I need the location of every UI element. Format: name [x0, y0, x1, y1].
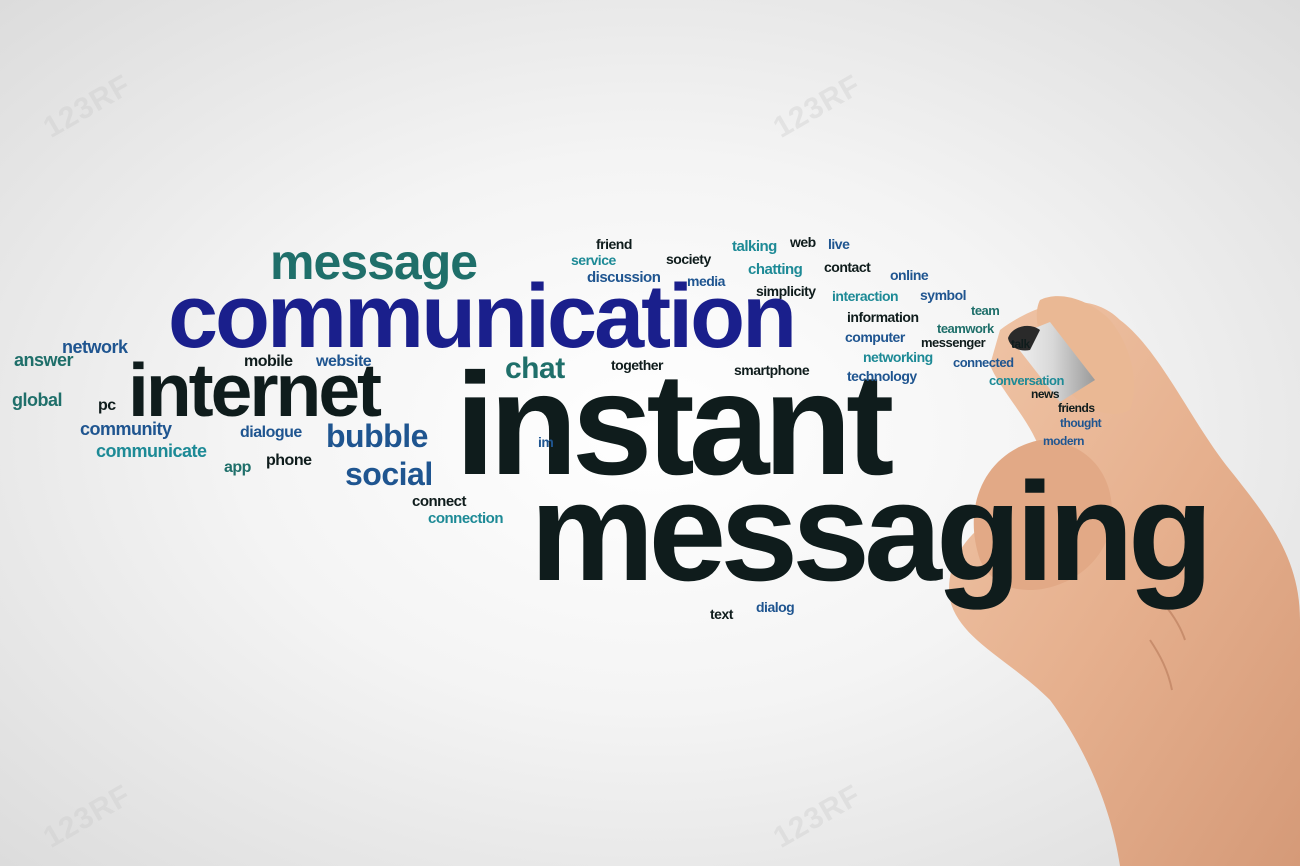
word-teamwork: teamwork: [937, 321, 994, 336]
marker-tip: [1008, 325, 1040, 351]
word-together: together: [611, 357, 664, 373]
word-app: app: [224, 459, 251, 476]
word-contact: contact: [824, 259, 871, 275]
word-answer: answer: [14, 350, 74, 370]
word-computer: computer: [845, 329, 905, 345]
word-website: website: [316, 353, 372, 370]
word-text: text: [710, 606, 733, 622]
word-interaction: interaction: [832, 288, 899, 304]
word-smartphone: smartphone: [734, 362, 810, 378]
word-simplicity: simplicity: [756, 283, 816, 299]
word-mobile: mobile: [244, 353, 293, 370]
word-team: team: [971, 303, 1000, 318]
word-messenger: messenger: [921, 335, 986, 350]
index-finger: [1036, 296, 1134, 414]
word-friend: friend: [596, 236, 632, 252]
word-social: social: [345, 456, 433, 492]
word-service: service: [571, 252, 616, 268]
word-thought: thought: [1060, 416, 1102, 430]
word-discussion: discussion: [587, 269, 661, 286]
word-im: im: [538, 434, 554, 450]
word-networking: networking: [863, 349, 933, 365]
word-connect: connect: [412, 493, 467, 510]
word-conversation: conversation: [989, 373, 1064, 388]
word-connection: connection: [428, 510, 504, 527]
word-chat: chat: [505, 352, 565, 385]
word-network: network: [62, 337, 128, 357]
word-messaging: messaging: [530, 453, 1213, 610]
word-information: information: [847, 309, 919, 325]
word-online: online: [890, 267, 929, 283]
word-dialogue: dialogue: [240, 424, 302, 441]
word-media: media: [687, 273, 725, 289]
word-society: society: [666, 251, 711, 267]
word-communication: communication: [168, 267, 797, 367]
word-talk: talk: [1011, 337, 1030, 351]
word-live: live: [828, 236, 850, 252]
word-internet: internet: [128, 348, 382, 432]
word-global: global: [12, 390, 63, 410]
thumb: [973, 440, 1112, 590]
word-dialog: dialog: [756, 599, 795, 615]
word-phone: phone: [266, 452, 312, 469]
word-friends: friends: [1058, 401, 1095, 415]
word-bubble: bubble: [326, 418, 428, 454]
hand-palm: [949, 301, 1300, 866]
word-message: message: [270, 234, 478, 290]
word-talking: talking: [732, 238, 777, 255]
word-modern: modern: [1043, 434, 1085, 448]
word-instant: instant: [455, 343, 894, 505]
word-connected: connected: [953, 355, 1014, 370]
word-community: community: [80, 419, 172, 439]
word-technology: technology: [847, 368, 917, 384]
word-web: web: [790, 234, 816, 250]
word-news: news: [1031, 387, 1060, 401]
word-chatting: chatting: [748, 261, 803, 278]
word-pc: pc: [98, 397, 116, 414]
word-symbol: symbol: [920, 287, 967, 303]
word-communicate: communicate: [96, 441, 207, 461]
